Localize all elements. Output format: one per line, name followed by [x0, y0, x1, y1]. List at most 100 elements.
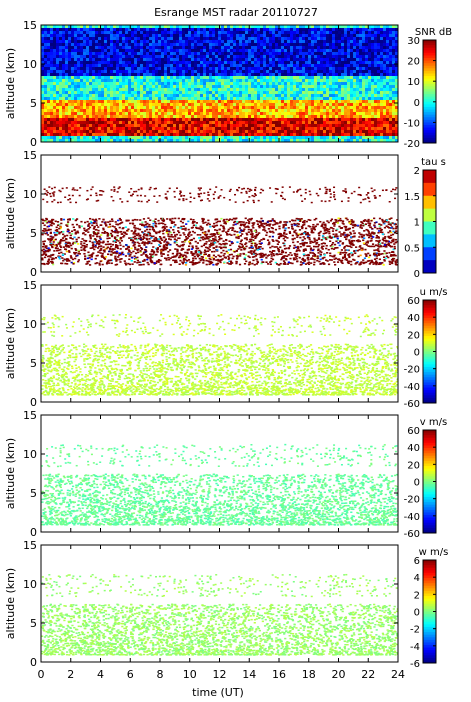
colorbar-cell	[423, 639, 436, 643]
x-tick-label: 12	[213, 668, 227, 681]
colorbar-tick-label: 4	[414, 573, 420, 584]
colorbar-cell	[423, 590, 436, 594]
colorbar-cell	[423, 88, 436, 92]
colorbar-cell	[423, 634, 436, 638]
colorbar-cell	[423, 585, 436, 589]
y-axis-label: altitude (km)	[4, 438, 17, 509]
colorbar-cell	[423, 182, 436, 197]
colorbar-cell	[423, 629, 436, 633]
colorbar-tick-label: 1.5	[404, 192, 420, 203]
colorbar-tick-label: 60	[407, 426, 420, 437]
colorbar-cell	[423, 366, 436, 371]
colorbar-cell	[423, 127, 436, 131]
colorbar-cell	[423, 580, 436, 584]
colorbar-cell	[423, 356, 436, 360]
x-tick-label: 18	[302, 668, 316, 681]
colorbar-cell	[423, 502, 436, 506]
colorbar-cell	[423, 400, 436, 404]
y-tick-label: 5	[30, 487, 37, 500]
colorbar-tick-label: -40	[404, 382, 420, 393]
y-tick-label: 15	[23, 19, 37, 32]
x-tick-label: 2	[67, 668, 74, 681]
y-tick-label: 10	[23, 318, 37, 331]
colorbar-cell	[423, 606, 436, 610]
colorbar-cell	[423, 307, 436, 311]
colorbar-tick-label: 0	[414, 608, 420, 619]
colorbar-cell	[423, 588, 436, 592]
colorbar-cell	[423, 384, 436, 389]
colorbar-cell	[423, 260, 436, 274]
colorbar-cell	[423, 63, 436, 67]
colorbar-cell	[423, 455, 436, 459]
colorbar-tick-label: 20	[407, 57, 420, 68]
colorbar-cell	[423, 60, 436, 64]
colorbar-cell	[423, 395, 436, 399]
colorbar-cell	[423, 312, 436, 316]
colorbar-tick-label: 0	[414, 478, 420, 489]
heatmap-field	[41, 573, 398, 656]
colorbar-cell	[423, 70, 436, 74]
panel-4: 0 5 10 15 altitude (km) 60 40 20 0 -20 -40 -60 v m/s	[4, 409, 447, 540]
colorbar-cell	[423, 583, 436, 587]
y-tick-label: 10	[23, 58, 37, 71]
heatmap-field	[41, 25, 398, 142]
colorbar-cell	[423, 130, 436, 134]
colorbar-cell	[423, 302, 436, 306]
colorbar-cell	[423, 132, 436, 136]
x-tick-label: 20	[332, 668, 346, 681]
colorbar-cell	[423, 575, 436, 579]
colorbar-cell	[423, 234, 436, 248]
colorbar-cell	[423, 621, 436, 625]
colorbar-cell	[423, 372, 436, 376]
y-tick-label: 5	[30, 97, 37, 110]
colorbar-cell	[423, 354, 436, 358]
colorbar-cell	[423, 330, 436, 334]
colorbar-tick-label: 0	[414, 269, 420, 280]
colorbar-cell	[423, 442, 436, 446]
colorbar-cell	[423, 73, 436, 77]
colorbar-cell	[423, 432, 436, 436]
colorbar-cell	[423, 520, 436, 524]
y-tick-label: 0	[30, 396, 37, 409]
colorbar-label: w m/s	[419, 547, 449, 558]
colorbar-cell	[423, 619, 436, 623]
colorbar-cell	[423, 484, 436, 488]
colorbar-cell	[423, 489, 436, 493]
colorbar-tick-label: 0	[414, 98, 420, 109]
colorbar-cell	[423, 140, 436, 144]
colorbar-cell	[423, 453, 436, 457]
colorbar-cell	[423, 300, 436, 304]
y-tick-label: 15	[23, 409, 37, 422]
colorbar-cell	[423, 603, 436, 607]
colorbar-tick-label: -6	[410, 659, 420, 670]
colorbar-cell	[423, 135, 436, 139]
colorbar-cell	[423, 94, 436, 98]
colorbar-cell	[423, 52, 436, 56]
colorbar-cell	[423, 195, 436, 210]
figure-title: Esrange MST radar 20110727	[154, 6, 318, 19]
colorbar-cell	[423, 96, 436, 100]
colorbar-tick-label: -4	[410, 642, 420, 653]
colorbar-cell	[423, 509, 436, 513]
colorbar-cell	[423, 369, 436, 373]
colorbar-tick-label: -10	[404, 118, 420, 129]
colorbar-cell	[423, 81, 436, 85]
colorbar-cell	[423, 45, 436, 49]
colorbar-cell	[423, 320, 436, 324]
colorbar-cell	[423, 208, 436, 222]
colorbar-cell	[423, 565, 436, 569]
colorbar-cell	[423, 99, 436, 103]
colorbar-cell	[423, 361, 436, 365]
colorbar-tick-label: 10	[407, 77, 420, 88]
colorbar-cell	[423, 637, 436, 641]
colorbar-tick-label: 0	[414, 348, 420, 359]
colorbar-cell	[423, 430, 436, 434]
y-tick-label: 10	[23, 448, 37, 461]
colorbar-cell	[423, 652, 436, 656]
colorbar-cell	[423, 351, 436, 355]
colorbar-cell	[423, 65, 436, 69]
colorbar-cell	[423, 445, 436, 449]
colorbar-cell	[423, 78, 436, 82]
